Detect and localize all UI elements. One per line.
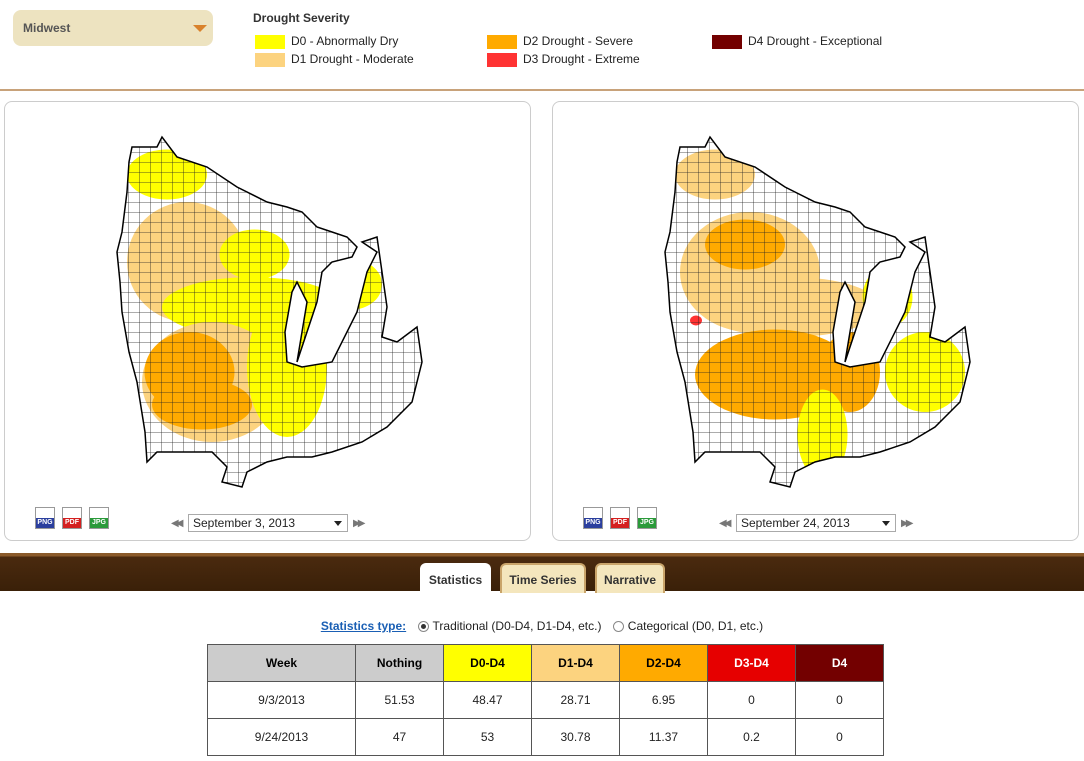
column-header: D0-D4 [443,644,532,682]
legend-label: D3 Drought - Extreme [523,52,640,66]
region-select[interactable]: Midwest [13,10,213,46]
table-cell: 47 [355,718,444,756]
tab[interactable]: Time Series [500,563,586,593]
date-select[interactable]: September 3, 2013 [188,514,348,532]
statistics-type-link[interactable]: Statistics type: [320,619,407,633]
legend-label: D2 Drought - Severe [523,34,634,48]
radio-button[interactable] [417,621,429,633]
drought-map [116,135,423,488]
legend-label: D0 - Abnormally Dry [291,34,399,48]
table-cell: 51.53 [355,681,444,719]
statistics-table: Week Nothing D0-D4 D1-D4 D2-D4 D3-D4 D4 9/3/201… [207,644,884,756]
table-cell: 0 [707,681,796,719]
export-button[interactable]: PNG [35,507,55,529]
legend-swatch [712,34,742,49]
column-header: D3-D4 [707,644,796,682]
export-button[interactable]: PNG [583,507,603,529]
table-cell: 11.37 [619,718,708,756]
statistics-type: Statistics type: Traditional (D0-D4, D1-… [0,619,1084,633]
counties [665,137,970,487]
radio-button[interactable] [612,621,624,633]
table-cell: 0 [795,681,884,719]
column-header: D2-D4 [619,644,708,682]
legend-swatch [255,34,285,49]
map-group [116,135,423,488]
legend-item: D2 Drought - Severe [487,33,633,49]
table-cell: 9/3/2013 [207,681,356,719]
table-row: 9/24/2013 47 53 30.78 11.37 0.2 0 [207,718,884,756]
legend-swatch [255,52,285,67]
tab[interactable]: Statistics [420,563,491,593]
next-date[interactable]: ▶▶ [901,518,914,529]
column-header: D1-D4 [531,644,620,682]
table-cell: 6.95 [619,681,708,719]
counties [117,137,422,487]
map-panel: PNG PDF JPG ◀◀ September 24, 2013 ▶▶ [552,101,1079,541]
previous-date[interactable]: ◀◀ [171,518,184,529]
table-cell: 0 [795,718,884,756]
table-cell: 30.78 [531,718,620,756]
column-header: Week [207,644,356,682]
legend-item: D0 - Abnormally Dry [255,33,398,49]
legend-item: D4 Drought - Exceptional [712,33,882,49]
column-header: D4 [795,644,884,682]
next-date[interactable]: ▶▶ [353,518,366,529]
legend-item: D3 Drought - Extreme [487,51,640,67]
map-outline [664,135,971,488]
header: Midwest Drought Severity D0 - Abnormally… [0,0,1084,91]
legend-swatch [487,34,517,49]
dropdown-caret [193,25,207,32]
legend-title: Drought Severity [253,11,350,25]
table-row: 9/3/2013 51.53 48.47 28.71 6.95 0 0 [207,681,884,719]
radio-label: Categorical (D0, D1, etc.) [627,619,764,633]
drought-map [664,135,971,488]
export-button[interactable]: JPG [89,507,109,529]
table-cell: 48.47 [443,681,532,719]
legend-label: D4 Drought - Exceptional [748,34,883,48]
export-button[interactable]: JPG [637,507,657,529]
legend-swatch [487,52,517,67]
table-cell: 9/24/2013 [207,718,356,756]
map-group [664,135,971,488]
previous-date[interactable]: ◀◀ [719,518,732,529]
legend-item: D1 Drought - Moderate [255,51,414,67]
table-body: 9/3/2013 51.53 48.47 28.71 6.95 0 0 9/24/2013 47… [207,681,884,756]
tab[interactable]: Narrative [595,563,665,593]
header-row: Week Nothing D0-D4 D1-D4 D2-D4 D3-D4 D4 [207,644,884,682]
region-select-text: Midwest [23,21,71,35]
table-cell: 53 [443,718,532,756]
map-outline [116,135,423,488]
radio-label: Traditional (D0-D4, D1-D4, etc.) [432,619,602,633]
table-cell: 28.71 [531,681,620,719]
column-header: Nothing [355,644,444,682]
map-panel: PNG PDF JPG ◀◀ September 3, 2013 ▶▶ [4,101,531,541]
table-cell: 0.2 [707,718,796,756]
date-select[interactable]: September 24, 2013 [736,514,896,532]
legend-label: D1 Drought - Moderate [291,52,414,66]
export-button[interactable]: PDF [610,507,630,529]
export-button[interactable]: PDF [62,507,82,529]
